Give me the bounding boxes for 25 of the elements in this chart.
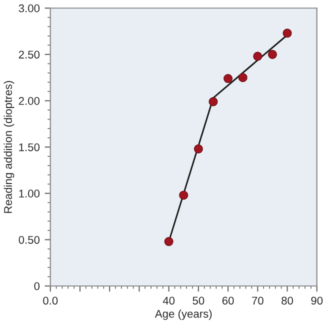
x-axis-title: Age (years) [154,310,212,320]
point [208,97,218,106]
y-tick-label: 0.50 [18,236,40,244]
point [164,237,174,246]
y-tick-label: 1.00 [19,190,40,198]
x-tick-label: 40 [162,296,175,305]
point [224,74,233,84]
point [268,50,277,59]
point [179,190,188,200]
y-axis-title: Reading addition (dioptres) [4,81,14,213]
x-tick-label: 90 [311,296,323,305]
y-tick-label: 0 [34,282,40,290]
y-tick-label: 2.00 [18,97,40,105]
x-tick-label: 80 [282,296,294,305]
point [253,52,262,61]
point [194,144,203,154]
y-tick-label: 3.00 [18,4,40,12]
y-tick-label: 1.50 [19,143,40,152]
y-tick-label: 2.50 [18,50,40,59]
x-tick-label: 50 [192,296,204,305]
point [238,73,248,82]
point [282,28,292,38]
x-tick-label: 70 [252,296,264,305]
x-tick-label: 0.0 [43,296,58,305]
x-tick-label: 60 [222,296,234,305]
